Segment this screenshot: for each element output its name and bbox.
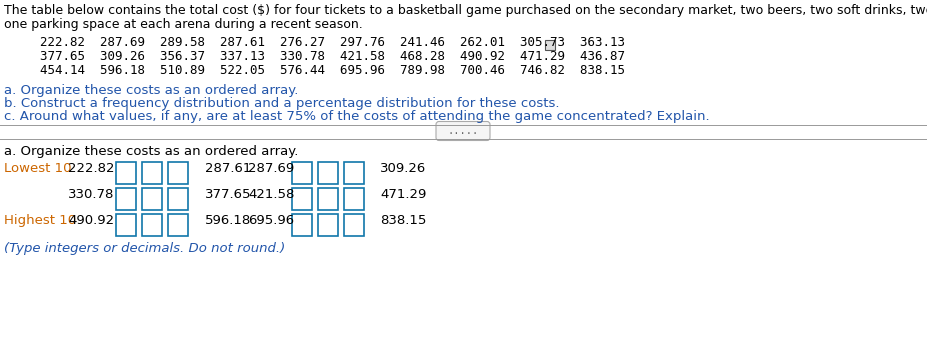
Bar [318,188,338,210]
Text: 222.82: 222.82 [68,162,115,175]
Text: 330.78: 330.78 [68,188,114,201]
Text: 421.58: 421.58 [248,188,295,201]
Bar [168,214,188,236]
Text: 838.15: 838.15 [380,214,426,227]
Bar [545,40,555,50]
Text: 287.61: 287.61 [205,162,251,175]
Bar [292,214,312,236]
Bar [142,162,162,184]
Bar [292,162,312,184]
Text: c. Around what values, if any, are at least 75% of the costs of attending the ga: c. Around what values, if any, are at le… [4,110,710,123]
Text: (Type integers or decimals. Do not round.): (Type integers or decimals. Do not round… [4,242,286,255]
Bar [344,214,364,236]
Text: Lowest 10: Lowest 10 [4,162,71,175]
Bar [142,214,162,236]
Bar [168,188,188,210]
Bar [344,162,364,184]
Text: a. Organize these costs as an ordered array.: a. Organize these costs as an ordered ar… [4,145,298,158]
Text: .....: ..... [448,126,478,136]
Text: 454.14  596.18  510.89  522.05  576.44  695.96  789.98  700.46  746.82  838.15: 454.14 596.18 510.89 522.05 576.44 695.9… [40,64,625,77]
Text: The table below contains the total cost ($) for four tickets to a basketball gam: The table below contains the total cost … [4,4,927,17]
Bar [318,162,338,184]
Text: Highest 10: Highest 10 [4,214,76,227]
Text: 695.96: 695.96 [248,214,294,227]
Bar [168,162,188,184]
Text: 287.69: 287.69 [248,162,294,175]
Bar [116,162,136,184]
Bar [116,214,136,236]
Bar [116,188,136,210]
Text: 490.92: 490.92 [68,214,114,227]
Bar [344,188,364,210]
Text: b. Construct a frequency distribution and a percentage distribution for these co: b. Construct a frequency distribution an… [4,97,560,110]
Text: a. Organize these costs as an ordered array.: a. Organize these costs as an ordered ar… [4,84,298,97]
Text: 309.26: 309.26 [380,162,426,175]
Bar [142,188,162,210]
Text: 377.65: 377.65 [205,188,251,201]
Text: 596.18: 596.18 [205,214,251,227]
FancyBboxPatch shape [436,121,490,141]
Bar [318,214,338,236]
Text: one parking space at each arena during a recent season.: one parking space at each arena during a… [4,18,362,31]
Text: 471.29: 471.29 [380,188,426,201]
Text: 222.82  287.69  289.58  287.61  276.27  297.76  241.46  262.01  305.73  363.13: 222.82 287.69 289.58 287.61 276.27 297.7… [40,36,625,49]
Bar [292,188,312,210]
Text: 377.65  309.26  356.37  337.13  330.78  421.58  468.28  490.92  471.29  436.87: 377.65 309.26 356.37 337.13 330.78 421.5… [40,50,625,63]
